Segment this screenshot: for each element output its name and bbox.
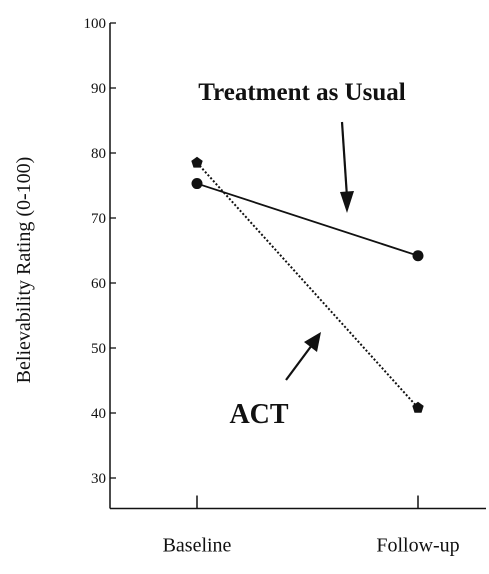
series — [191, 156, 424, 413]
data-point — [191, 156, 203, 168]
y-tick-label: 70 — [91, 211, 106, 227]
annotations: Treatment as Usual ACT — [198, 79, 405, 430]
annotation-arrow-shaft — [285, 344, 313, 381]
y-tick-label: 30 — [91, 471, 106, 487]
y-tick-label: 60 — [91, 276, 106, 292]
data-point — [412, 401, 424, 413]
series-line — [196, 162, 419, 409]
y-tick-label: 40 — [91, 406, 106, 422]
series-line — [196, 182, 419, 257]
y-tick-label: 90 — [91, 81, 106, 97]
annotation-arrow-shaft — [340, 121, 349, 198]
x-category-label: Follow-up — [376, 535, 459, 557]
y-axis-title: Believability Rating (0-100) — [13, 157, 35, 384]
y-tick-label: 50 — [91, 341, 106, 357]
y-tick-label: 100 — [84, 16, 107, 32]
annotation-act: ACT — [229, 399, 288, 430]
y-axis-ticks: 30 40 50 60 70 80 90 100 — [84, 16, 116, 487]
y-tick-label: 80 — [91, 146, 106, 162]
annotation-arrow-head — [304, 332, 321, 352]
annotation-treatment-as-usual: Treatment as Usual — [198, 79, 405, 106]
x-category-label: Baseline — [163, 535, 232, 557]
data-point — [191, 178, 203, 190]
axes: Baseline Follow-up — [109, 23, 486, 557]
annotation-arrow-head — [340, 191, 354, 213]
data-point — [412, 250, 424, 262]
